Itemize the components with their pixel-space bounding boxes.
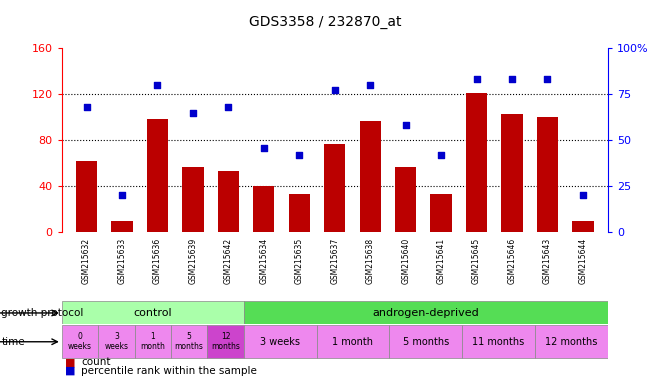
Bar	[171, 325, 207, 358]
Bar	[218, 171, 239, 232]
Text: GSM215638: GSM215638	[366, 238, 374, 284]
Point	[294, 152, 304, 158]
Text: GSM215637: GSM215637	[330, 238, 339, 284]
Text: GSM215646: GSM215646	[508, 238, 517, 284]
Bar	[62, 325, 98, 358]
Text: ■: ■	[65, 358, 75, 367]
Bar	[182, 167, 203, 232]
Point	[223, 104, 233, 110]
Text: count: count	[81, 358, 110, 367]
Bar	[537, 117, 558, 232]
Point	[400, 122, 411, 129]
Text: GSM215640: GSM215640	[401, 238, 410, 284]
Text: control: control	[133, 308, 172, 318]
Point	[117, 192, 127, 199]
Point	[507, 76, 517, 83]
Text: GSM215633: GSM215633	[118, 238, 127, 284]
Bar	[147, 119, 168, 232]
Text: androgen-deprived: androgen-deprived	[372, 308, 479, 318]
Text: GSM215644: GSM215644	[578, 238, 588, 284]
Bar	[501, 114, 523, 232]
Text: GSM215635: GSM215635	[295, 238, 304, 284]
Bar	[359, 121, 381, 232]
Bar	[207, 325, 244, 358]
Text: GDS3358 / 232870_at: GDS3358 / 232870_at	[249, 15, 401, 29]
Text: 1
month: 1 month	[140, 332, 165, 351]
Bar	[430, 194, 452, 232]
Point	[578, 192, 588, 199]
Text: GSM215641: GSM215641	[437, 238, 446, 284]
Text: 0
weeks: 0 weeks	[68, 332, 92, 351]
Bar	[289, 194, 310, 232]
Bar	[395, 167, 416, 232]
Text: GSM215636: GSM215636	[153, 238, 162, 284]
Text: GSM215642: GSM215642	[224, 238, 233, 284]
Point	[259, 144, 269, 151]
Bar	[462, 325, 535, 358]
Text: 1 month: 1 month	[332, 337, 374, 347]
Point	[436, 152, 447, 158]
Bar	[572, 221, 593, 232]
Bar	[76, 161, 98, 232]
Bar	[317, 325, 389, 358]
Point	[365, 82, 376, 88]
Point	[542, 76, 552, 83]
Bar	[254, 186, 274, 232]
Point	[152, 82, 162, 88]
Bar	[135, 325, 171, 358]
Text: 11 months: 11 months	[473, 337, 525, 347]
Text: GSM215634: GSM215634	[259, 238, 268, 284]
Bar	[244, 301, 608, 324]
Text: GSM215645: GSM215645	[472, 238, 481, 284]
Text: percentile rank within the sample: percentile rank within the sample	[81, 366, 257, 376]
Bar	[389, 325, 462, 358]
Text: 5
months: 5 months	[175, 332, 203, 351]
Bar	[244, 325, 317, 358]
Text: time: time	[1, 337, 25, 347]
Text: 12 months: 12 months	[545, 337, 597, 347]
Text: 12
months: 12 months	[211, 332, 240, 351]
Bar	[535, 325, 608, 358]
Text: growth protocol: growth protocol	[1, 308, 84, 318]
Text: 3 weeks: 3 weeks	[260, 337, 300, 347]
Point	[188, 109, 198, 116]
Bar	[324, 144, 345, 232]
Text: ■: ■	[65, 366, 75, 376]
Text: 5 months: 5 months	[402, 337, 449, 347]
Text: 3
weeks: 3 weeks	[105, 332, 128, 351]
Bar	[62, 301, 244, 324]
Text: GSM215643: GSM215643	[543, 238, 552, 284]
Point	[471, 76, 482, 83]
Text: GSM215632: GSM215632	[82, 238, 91, 284]
Text: GSM215639: GSM215639	[188, 238, 198, 284]
Bar	[466, 93, 488, 232]
Bar	[98, 325, 135, 358]
Point	[81, 104, 92, 110]
Point	[330, 87, 340, 93]
Bar	[111, 221, 133, 232]
